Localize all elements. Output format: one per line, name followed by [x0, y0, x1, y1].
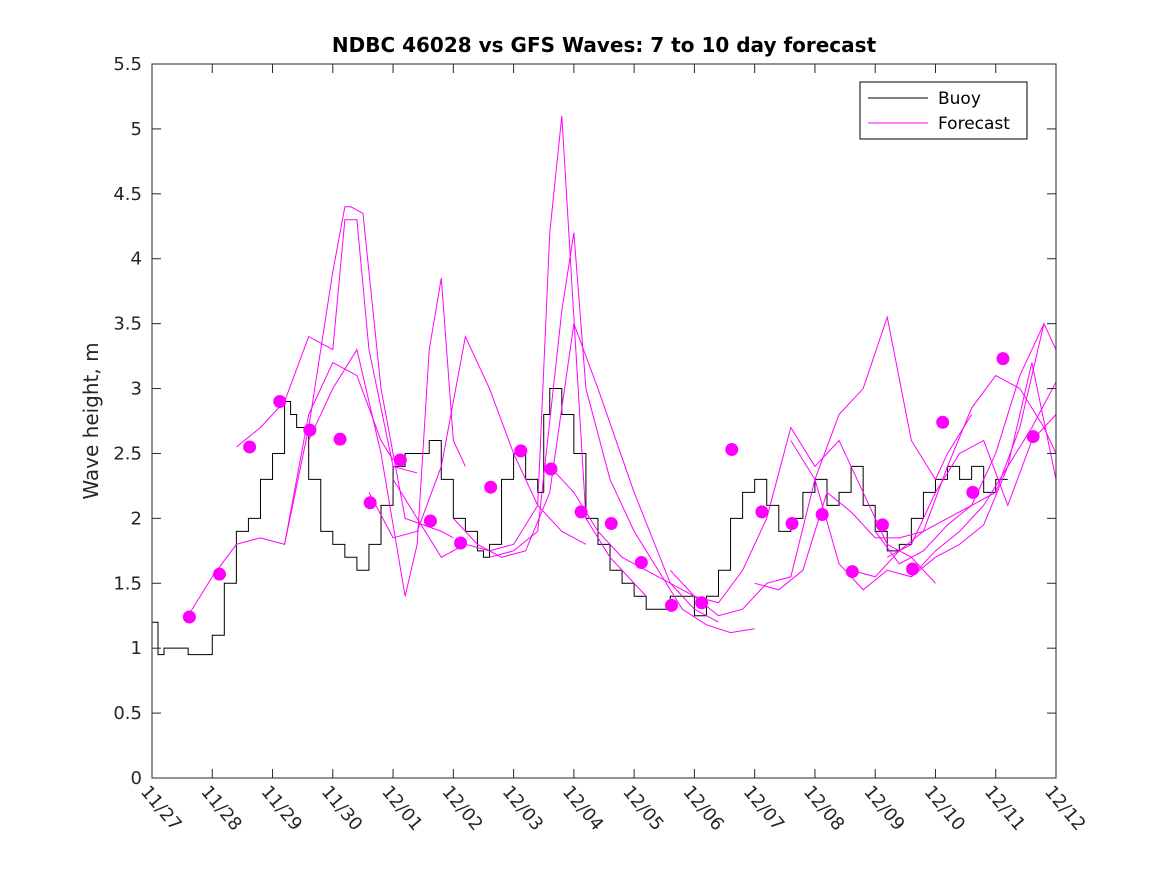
- y-tick-label: 3.5: [113, 314, 142, 335]
- forecast-marker: [996, 352, 1010, 366]
- forecast-series-line-16: [887, 414, 1057, 558]
- forecast-series-line-11: [754, 323, 1045, 591]
- forecast-marker: [755, 505, 769, 519]
- forecast-marker: [966, 485, 980, 499]
- forecast-marker: [273, 395, 287, 409]
- forecast-series-line-15: [910, 381, 1057, 578]
- axes-frame: [151, 63, 1057, 779]
- forecast-marker: [574, 505, 588, 519]
- forecast-series-line-2: [236, 219, 418, 474]
- y-tick-label: 4.5: [113, 184, 142, 205]
- forecast-marker: [695, 596, 709, 610]
- buoy-series-line: [152, 388, 1008, 656]
- forecast-marker: [393, 453, 407, 467]
- y-tick-label: 0.5: [113, 703, 142, 724]
- forecast-marker: [725, 443, 739, 457]
- forecast-marker: [664, 598, 678, 612]
- forecast-marker: [785, 517, 799, 531]
- legend: Buoy Forecast: [859, 81, 1028, 140]
- forecast-series-line-7: [452, 323, 719, 623]
- forecast-marker: [906, 562, 920, 576]
- forecast-series-line-12: [790, 362, 1057, 591]
- forecast-marker: [363, 496, 377, 510]
- y-axis-label: Wave height, m: [79, 342, 103, 499]
- y-tick-label: 1: [131, 638, 142, 659]
- forecast-marker: [333, 432, 347, 446]
- forecast-marker: [182, 610, 196, 624]
- forecast-series-line-5: [368, 334, 587, 545]
- y-tick-label: 2.5: [113, 443, 142, 464]
- forecast-marker: [454, 536, 468, 550]
- forecast-marker: [815, 507, 829, 521]
- y-tick-label: 5: [131, 119, 142, 140]
- y-tick-label: 2: [131, 508, 142, 529]
- forecast-marker: [544, 462, 558, 476]
- forecast-series-line-8: [489, 232, 755, 634]
- legend-box: [859, 81, 1028, 140]
- y-tick-label: 4: [131, 249, 142, 270]
- forecast-marker: [243, 440, 257, 454]
- forecast-marker: [212, 567, 226, 581]
- forecast-series-line-1: [187, 361, 394, 616]
- forecast-series-line-14: [874, 322, 1057, 565]
- forecast-marker: [845, 565, 859, 579]
- y-tick-label: 1.5: [113, 573, 142, 594]
- forecast-marker: [303, 423, 317, 437]
- forecast-series-line-9: [549, 426, 936, 604]
- y-tick-label: 3: [131, 379, 142, 400]
- forecast-marker: [514, 444, 528, 458]
- forecast-series-line-3: [284, 206, 454, 545]
- forecast-marker: [936, 415, 950, 429]
- plot-area: [152, 115, 1057, 656]
- y-tick-label: 5.5: [113, 54, 142, 75]
- forecast-marker: [423, 514, 437, 528]
- forecast-marker: [634, 556, 648, 570]
- legend-forecast-label: Forecast: [938, 114, 1010, 134]
- forecast-marker: [604, 517, 618, 531]
- forecast-series-line-10: [669, 315, 973, 617]
- chart-title: NDBC 46028 vs GFS Waves: 7 to 10 day for…: [332, 33, 877, 57]
- forecast-series-line-4: [308, 278, 466, 597]
- y-tick-label: 0: [131, 768, 142, 789]
- forecast-series-line-6: [392, 115, 647, 597]
- legend-buoy-label: Buoy: [938, 89, 981, 109]
- forecast-series-line-13: [850, 374, 1057, 578]
- forecast-marker: [484, 480, 498, 494]
- forecast-marker: [1026, 430, 1040, 444]
- forecast-marker: [875, 518, 889, 532]
